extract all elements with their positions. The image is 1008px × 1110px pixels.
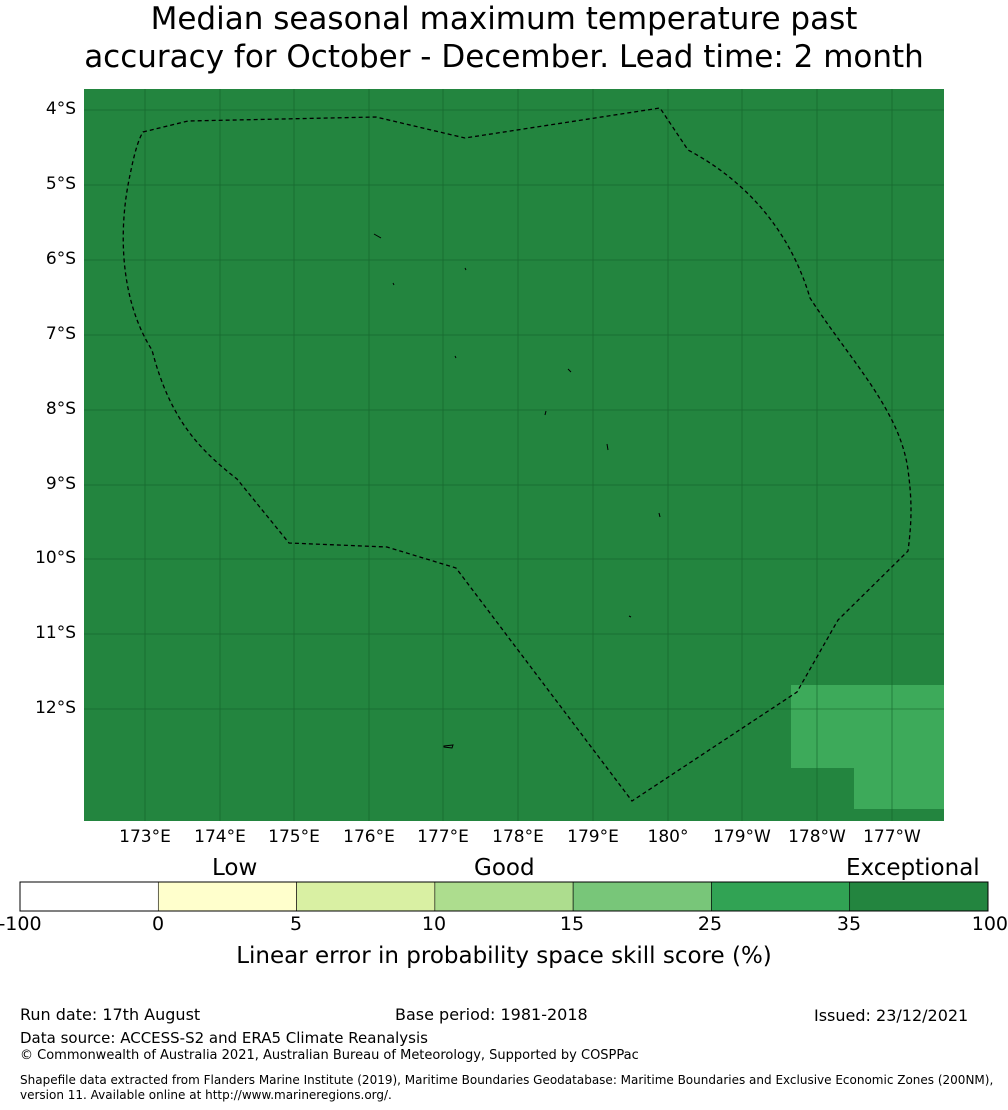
lon-label-179e: 179°E [567,827,619,847]
map-title: Median seasonal maximum temperature past… [0,0,1008,76]
colorbar-segment [296,881,436,912]
colorbar-tick-25: 25 [697,913,723,935]
colorbar-tick-0: 0 [151,913,165,935]
colorbar-tick-100: 100 [971,913,1008,935]
colorbar-segment [711,881,851,912]
copyright-notice: © Commonwealth of Australia 2021, Austra… [20,1048,639,1063]
base-period: Base period: 1981-2018 [395,1005,588,1024]
island-outlines [373,233,661,749]
lat-label-5s: 5°S [45,174,76,194]
colorbar-segment [157,881,297,912]
colorbar-category-low: Low [212,855,258,881]
map-gridlines [84,89,944,821]
lon-label-178e: 178°E [492,827,544,847]
colorbar-category-good: Good [474,855,535,881]
colorbar-label: Linear error in probability space skill … [236,943,772,969]
lon-label-179w: 179°W [713,827,771,847]
colorbar-segment [572,881,712,912]
lat-label-12s: 12°S [35,698,76,718]
lon-label-173e: 173°E [119,827,171,847]
title-line-1: Median seasonal maximum temperature past [150,1,858,37]
lat-label-11s: 11°S [35,623,76,643]
lat-label-8s: 8°S [45,399,76,419]
colorbar-tick--100: -100 [0,913,42,935]
lon-label-175e: 175°E [268,827,320,847]
data-source: Data source: ACCESS-S2 and ERA5 Climate … [20,1029,428,1047]
colorbar-tick-10: 10 [421,913,447,935]
shapefile-credit: Shapefile data extracted from Flanders M… [20,1073,994,1102]
issued-date: Issued: 23/12/2021 [814,1006,969,1025]
lon-label-178w: 178°W [788,827,846,847]
lat-label-4s: 4°S [45,99,76,119]
colorbar [19,881,989,912]
colorbar-category-exceptional: Exceptional [846,855,980,881]
map-cell-lighter [791,685,944,809]
lon-label-174e: 174°E [194,827,246,847]
lat-label-7s: 7°S [45,324,76,344]
colorbar-segment [849,881,989,912]
lat-label-9s: 9°S [45,474,76,494]
colorbar-frame [19,881,989,912]
map-figure [84,89,944,821]
eez-boundary-line [122,107,912,802]
lon-label-176e: 176°E [343,827,395,847]
lon-label-180: 180° [647,827,689,847]
run-date: Run date: 17th August [20,1005,201,1024]
lat-label-10s: 10°S [35,548,76,568]
colorbar-tick-35: 35 [836,913,862,935]
colorbar-segment [19,881,159,912]
lat-label-6s: 6°S [45,249,76,269]
colorbar-tick-15: 15 [559,913,585,935]
title-line-2: accuracy for October - December. Lead ti… [84,39,924,75]
colorbar-segment [434,881,574,912]
lon-label-177w: 177°W [863,827,921,847]
lon-label-177e: 177°E [417,827,469,847]
colorbar-tick-5: 5 [289,913,303,935]
